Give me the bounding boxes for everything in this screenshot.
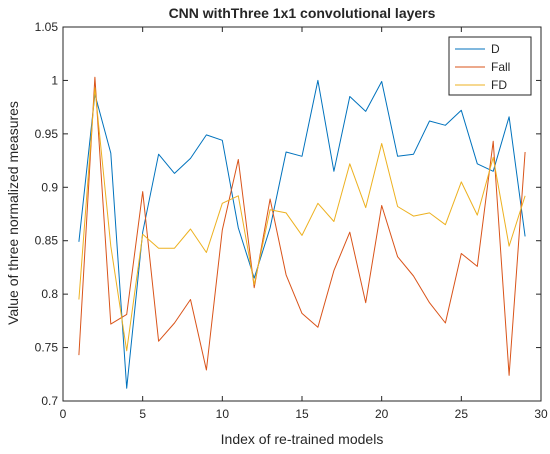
ticks-layer: 0 5 10 15 20 25 30 0.7 0.75 0.8 0.85 0.9 0.95 1 1.05 <box>35 20 548 421</box>
chart-title: CNN withThree 1x1 convolutional layers <box>169 5 436 21</box>
series-layer <box>78 76 526 389</box>
legend-label: Fall <box>491 60 510 74</box>
y-tick-label: 0.95 <box>35 127 59 141</box>
y-tick-label: 0.7 <box>41 394 58 408</box>
series-line-d <box>78 79 526 389</box>
x-tick-label: 5 <box>139 407 146 421</box>
legend-label: D <box>491 42 500 56</box>
x-tick-label: 30 <box>534 407 548 421</box>
legend-box <box>448 36 532 96</box>
y-axis-label: Value of three normalized measures <box>5 101 21 325</box>
y-tick-label: 1 <box>51 73 58 87</box>
y-tick-label: 0.75 <box>35 341 59 355</box>
legend: D Fall FD <box>448 36 532 96</box>
legend-label: FD <box>491 78 507 92</box>
x-tick-label: 10 <box>216 407 230 421</box>
x-tick-label: 20 <box>375 407 389 421</box>
series-line-fd <box>78 87 526 352</box>
x-tick-label: 25 <box>455 407 469 421</box>
x-tick-label: 0 <box>60 407 67 421</box>
x-tick-label: 15 <box>295 407 309 421</box>
y-tick-label: 0.8 <box>41 287 58 301</box>
x-axis-label: Index of re-trained models <box>221 431 384 447</box>
series-line-fall <box>78 76 526 376</box>
y-tick-label: 0.85 <box>35 234 59 248</box>
y-tick-label: 1.05 <box>35 20 59 34</box>
y-tick-label: 0.9 <box>41 180 58 194</box>
